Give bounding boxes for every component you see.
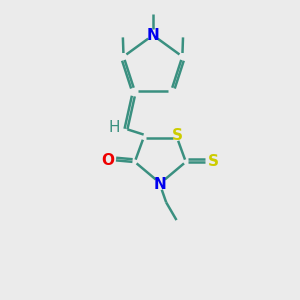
Text: N: N (154, 177, 167, 192)
Text: S: S (172, 128, 182, 143)
Text: S: S (207, 154, 218, 169)
Text: H: H (108, 120, 120, 135)
Text: N: N (147, 28, 159, 43)
Text: O: O (101, 153, 114, 168)
